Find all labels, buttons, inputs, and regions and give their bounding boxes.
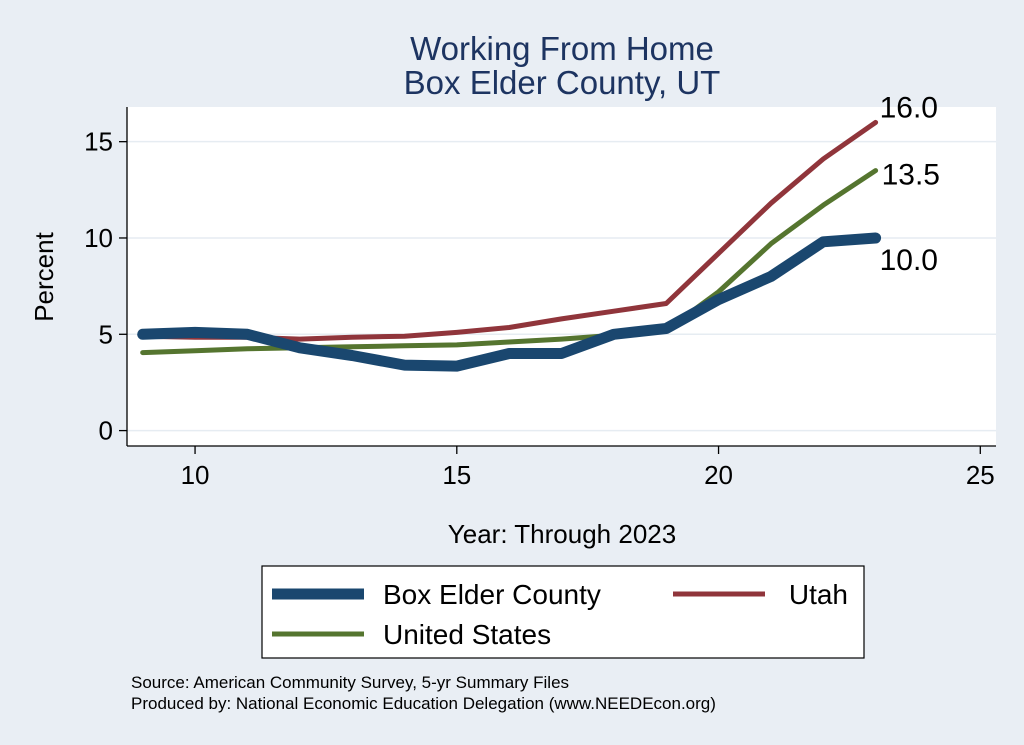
end-label-box-elder-county: 10.0: [880, 244, 938, 277]
x-tick-label-10: 10: [181, 460, 210, 490]
legend-label-utah: Utah: [789, 579, 848, 610]
source-note: Source: American Community Survey, 5-yr …: [131, 673, 569, 692]
end-label-united-states: 13.5: [882, 159, 940, 192]
legend-label-box-elder-county: Box Elder County: [383, 579, 601, 610]
legend: Box Elder County Utah United States: [261, 565, 865, 659]
series-line-united-states: [140, 168, 879, 356]
chart-title-line-2: Box Elder County, UT: [404, 64, 721, 101]
end-label-utah: 16.0: [880, 91, 938, 124]
y-tick-label-5: 5: [99, 319, 113, 349]
x-tick-label-25: 25: [966, 460, 995, 490]
y-tick-label-0: 0: [99, 416, 113, 446]
x-tick-label-20: 20: [704, 460, 733, 490]
series-lines: [137, 119, 882, 372]
x-tick-label-15: 15: [442, 460, 471, 490]
legend-box: [261, 565, 865, 659]
y-tick-label-15: 15: [84, 127, 113, 157]
y-axis-title: Percent: [29, 231, 59, 321]
plot-area: [127, 107, 996, 446]
chart-title-line-1: Working From Home: [410, 30, 714, 67]
x-axis-title: Year: Through 2023: [448, 519, 676, 549]
produced-by-note: Produced by: National Economic Education…: [131, 694, 716, 713]
legend-label-united-states: United States: [383, 619, 551, 650]
axis-ticks: 0 5 10 15 10 15 20 25: [84, 127, 995, 490]
end-labels: 10.0 16.0 13.5: [880, 91, 940, 277]
series-line-box-elder-county: [137, 232, 882, 372]
y-tick-label-10: 10: [84, 223, 113, 253]
